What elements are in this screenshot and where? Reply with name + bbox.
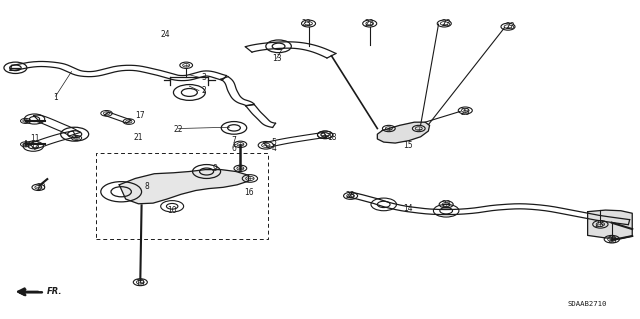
Text: 23: 23 (505, 22, 515, 31)
Text: 23: 23 (346, 191, 355, 200)
Polygon shape (119, 170, 248, 204)
Text: 23: 23 (365, 19, 374, 28)
Text: FR.: FR. (47, 287, 63, 296)
Text: 2: 2 (202, 86, 207, 95)
Text: 24: 24 (161, 30, 171, 39)
Text: 18: 18 (327, 133, 336, 142)
Text: 19: 19 (136, 279, 145, 288)
Text: 21: 21 (134, 133, 143, 142)
Text: 8: 8 (144, 182, 149, 191)
Text: 23: 23 (460, 108, 470, 116)
Text: 23: 23 (442, 19, 451, 28)
Text: 13: 13 (272, 54, 282, 63)
Text: 16: 16 (244, 188, 253, 197)
Text: 23: 23 (301, 19, 311, 28)
Text: 5: 5 (272, 137, 276, 147)
Text: 11: 11 (30, 134, 39, 144)
Text: SDAAB2710: SDAAB2710 (568, 301, 607, 307)
Text: 7: 7 (232, 136, 236, 145)
Polygon shape (378, 122, 429, 143)
Text: 20: 20 (36, 183, 45, 192)
Text: 23: 23 (595, 220, 604, 229)
Text: 23: 23 (442, 200, 451, 209)
Text: 6: 6 (232, 144, 236, 153)
Text: 17: 17 (136, 111, 145, 120)
Text: 22: 22 (174, 125, 183, 134)
Polygon shape (588, 210, 632, 239)
Text: 10: 10 (167, 206, 177, 215)
Text: 1: 1 (53, 93, 58, 102)
Text: 3: 3 (202, 73, 207, 82)
Text: 23: 23 (607, 236, 617, 245)
Text: 15: 15 (403, 141, 413, 150)
Text: 4: 4 (272, 144, 276, 153)
Text: 14: 14 (403, 204, 413, 213)
Text: 9: 9 (212, 165, 218, 174)
Text: 12: 12 (30, 141, 39, 150)
